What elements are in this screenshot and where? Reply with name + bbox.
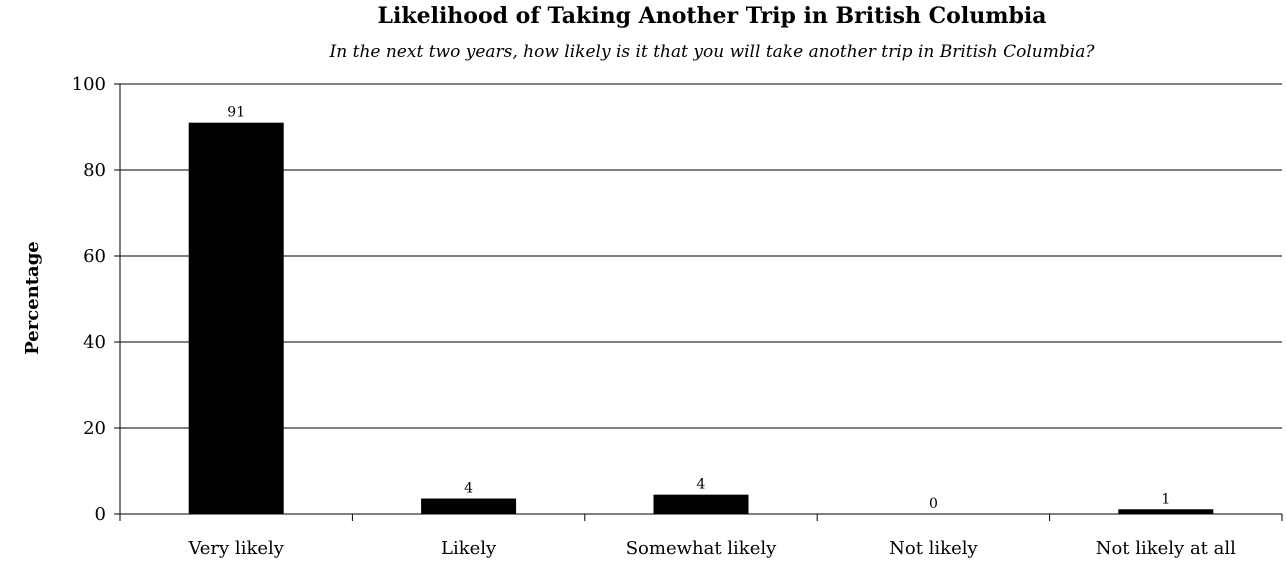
x-category-label: Somewhat likely <box>626 538 777 559</box>
y-tick-label: 100 <box>72 74 106 95</box>
chart-subtitle: In the next two years, how likely is it … <box>329 42 1096 62</box>
bars <box>188 122 1214 514</box>
x-category-label: Very likely <box>187 538 284 559</box>
x-category-label: Not likely <box>889 538 978 559</box>
y-tick-label: 80 <box>83 160 106 181</box>
gridlines <box>120 83 1282 429</box>
x-category-label: Likely <box>441 538 497 559</box>
axes <box>114 83 1283 521</box>
bar-2 <box>653 494 749 514</box>
y-tick-label: 0 <box>95 504 106 525</box>
data-label: 1 <box>1161 491 1170 507</box>
chart-title: Likelihood of Taking Another Trip in Bri… <box>378 3 1047 29</box>
data-label: 0 <box>929 496 938 512</box>
x-category-label: Not likely at all <box>1096 538 1236 559</box>
data-label: 4 <box>464 481 473 497</box>
bar-4 <box>1118 509 1214 514</box>
data-label: 91 <box>227 105 245 121</box>
labels: 0 20 40 60 80 100 91 Very likely 4 Likely 4 Somewha… <box>72 74 1236 559</box>
y-axis-label: Percentage <box>22 241 43 355</box>
y-tick-label: 20 <box>83 418 106 439</box>
y-tick-label: 60 <box>83 246 106 267</box>
bar-0 <box>188 122 284 514</box>
data-label: 4 <box>697 477 706 493</box>
bar-1 <box>421 498 517 514</box>
y-tick-label: 40 <box>83 332 106 353</box>
